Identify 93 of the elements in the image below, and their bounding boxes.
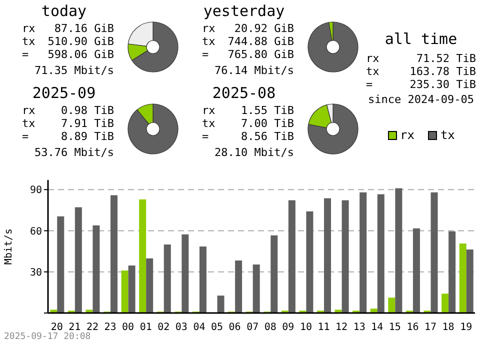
text: rx 0.98 TiB xyxy=(22,104,114,117)
text: 28.10 Mbit/s xyxy=(214,146,294,159)
donut-slice xyxy=(308,104,358,154)
x-tick-label: 05 xyxy=(210,322,224,334)
bar xyxy=(146,258,154,313)
bar xyxy=(139,199,146,313)
y-axis-title: Mbit/s xyxy=(4,228,15,265)
legend-label: tx xyxy=(440,128,455,142)
text: all time xyxy=(384,30,458,48)
bar xyxy=(128,266,136,313)
bar xyxy=(74,207,82,313)
bar xyxy=(377,194,384,313)
x-tick-label: 12 xyxy=(336,322,348,334)
x-tick-label: 20 xyxy=(50,322,63,334)
y-tick-label: 30 xyxy=(30,267,42,278)
text: rx 20.92 GiB xyxy=(202,22,294,35)
x-tick-label: 14 xyxy=(371,322,384,334)
text: tx 7.91 TiB xyxy=(22,117,114,130)
bar xyxy=(217,296,224,313)
bar xyxy=(288,200,296,313)
text: rx 71.52 TiB xyxy=(366,52,476,65)
chart-title: today xyxy=(40,2,88,20)
bar xyxy=(360,192,367,313)
text: = 8.89 TiB xyxy=(22,130,114,143)
text: 53.76 Mbit/s xyxy=(34,146,114,159)
y-tick-label: 60 xyxy=(30,226,42,238)
text: tx 510.90 GiB xyxy=(22,35,114,48)
x-tick-label: 04 xyxy=(193,322,206,334)
bar xyxy=(92,225,100,313)
bar xyxy=(57,216,64,313)
text: rx 1.55 TiB xyxy=(202,104,294,117)
bar xyxy=(388,298,396,313)
x-tick-label: 09 xyxy=(282,322,294,334)
bar xyxy=(466,250,474,313)
bar xyxy=(448,231,456,313)
bar xyxy=(306,211,314,313)
x-tick-label: 08 xyxy=(264,322,276,334)
x-tick-label: 23 xyxy=(104,322,116,334)
x-tick-label: 13 xyxy=(353,322,366,334)
x-tick-label: 00 xyxy=(122,322,134,334)
bar xyxy=(370,308,378,313)
x-tick-label: 21 xyxy=(68,322,81,334)
x-tick-label: 19 xyxy=(460,322,472,334)
bar xyxy=(342,200,349,313)
x-tick-label: 11 xyxy=(318,322,330,334)
text: 2025-09-17 20:08 xyxy=(4,332,91,342)
legend-label: rx xyxy=(400,128,414,142)
bar xyxy=(86,310,93,313)
bar xyxy=(182,234,189,313)
bar xyxy=(235,260,242,313)
bar xyxy=(164,244,171,313)
chart-title: 2025-09 xyxy=(31,84,97,102)
bar xyxy=(334,310,342,313)
bar xyxy=(270,235,278,313)
x-tick-label: 03 xyxy=(175,322,188,334)
bar xyxy=(430,192,438,313)
bar xyxy=(412,228,420,313)
text: = 598.06 GiB xyxy=(22,48,114,61)
x-tick-label: 02 xyxy=(158,322,170,334)
donut-slice xyxy=(308,22,358,72)
text: 76.14 Mbit/s xyxy=(214,64,294,77)
y-tick-label: 90 xyxy=(30,185,42,196)
text: 71.35 Mbit/s xyxy=(34,64,114,77)
bar xyxy=(199,246,206,313)
text: tx 7.00 TiB xyxy=(202,117,294,130)
bar xyxy=(395,188,402,313)
bar xyxy=(324,198,332,313)
text: = 8.56 TiB xyxy=(202,130,294,143)
text: since 2024-09-05 xyxy=(367,93,475,106)
x-tick-label: 15 xyxy=(388,322,401,334)
x-tick-label: 17 xyxy=(424,322,437,334)
chart-title: yesterday xyxy=(202,2,286,20)
donut-slice xyxy=(132,22,178,72)
x-tick-label: 01 xyxy=(140,322,152,334)
bar xyxy=(252,264,260,313)
text: = 765.80 GiB xyxy=(202,48,294,61)
bar xyxy=(442,294,449,313)
bar xyxy=(121,270,128,313)
text: rx 87.16 GiB xyxy=(22,22,114,35)
x-tick-label: 16 xyxy=(406,322,419,334)
x-tick-label: 07 xyxy=(246,322,259,334)
text: tx 744.88 GiB xyxy=(202,35,294,48)
donut-slice xyxy=(128,104,178,154)
text: tx 163.78 TiB xyxy=(366,65,476,78)
chart-title: 2025-08 xyxy=(211,84,277,102)
text: = 235.30 TiB xyxy=(366,78,476,91)
bar xyxy=(50,310,58,313)
x-tick-label: 18 xyxy=(442,322,454,334)
bar xyxy=(110,195,118,313)
x-tick-label: 10 xyxy=(300,322,312,334)
x-tick-label: 22 xyxy=(86,322,99,334)
bar xyxy=(459,243,466,313)
x-tick-label: 06 xyxy=(228,322,241,334)
